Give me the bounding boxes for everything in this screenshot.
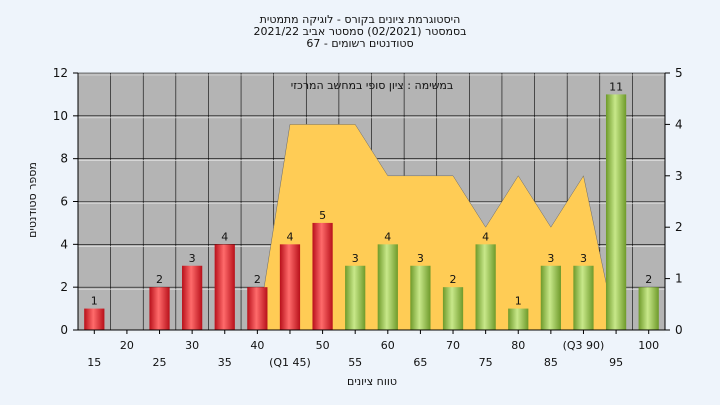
- y-tick-label: 12: [53, 66, 68, 80]
- bar: [149, 287, 170, 330]
- x-tick-label: 30: [185, 339, 199, 352]
- data-label: 3: [580, 252, 587, 265]
- y2-tick-label: 0: [675, 323, 683, 337]
- x-tick-label: 75: [479, 356, 493, 369]
- data-label: 11: [609, 80, 623, 93]
- bar-layer: [84, 94, 659, 331]
- data-label: 3: [417, 252, 424, 265]
- plot-annotation: במשימה : ציון סופי במחשב המרכזי: [291, 79, 454, 92]
- x-tick-label: 40: [250, 339, 264, 352]
- bar: [279, 244, 301, 330]
- bar: [638, 287, 659, 330]
- bar: [345, 265, 366, 330]
- x-tick-label: 80: [511, 339, 525, 352]
- data-label: 2: [254, 273, 261, 286]
- data-label: 5: [319, 209, 326, 222]
- x-tick-label: (Q1 45): [269, 356, 311, 369]
- data-label: 3: [352, 252, 359, 265]
- bar: [508, 308, 529, 330]
- x-tick-label: 85: [544, 356, 558, 369]
- x-tick-label: 25: [153, 356, 167, 369]
- bar: [605, 94, 627, 331]
- bar: [540, 265, 561, 330]
- x-axis-label: טווח ציונים: [347, 375, 397, 388]
- x-tick-label: 100: [638, 339, 659, 352]
- data-label: 1: [91, 295, 98, 308]
- x-tick-label: 55: [348, 356, 362, 369]
- data-label: 2: [450, 273, 457, 286]
- bar: [247, 287, 268, 330]
- bar: [442, 287, 464, 330]
- bar: [312, 222, 333, 330]
- y-tick-label: 8: [60, 152, 68, 166]
- data-label: 1: [515, 295, 522, 308]
- y2-tick-label: 3: [675, 169, 683, 183]
- data-label: 4: [286, 230, 293, 243]
- x-tick-label: (Q3 90): [563, 339, 605, 352]
- bar: [573, 265, 594, 330]
- bar: [410, 265, 431, 330]
- x-tick-label: 60: [381, 339, 395, 352]
- y2-tick-label: 1: [675, 272, 683, 286]
- y2-tick-label: 5: [675, 66, 683, 80]
- data-label: 4: [221, 230, 228, 243]
- y-axis-label: מספר סטודנטים: [26, 162, 39, 238]
- bar: [84, 308, 105, 330]
- chart-title-line-3: סטודנטים רשומים - 67: [306, 37, 413, 50]
- y-tick-label: 4: [60, 237, 68, 251]
- data-label: 3: [547, 252, 554, 265]
- y-tick-label: 0: [60, 323, 68, 337]
- x-tick-label: 95: [609, 356, 623, 369]
- data-label: 2: [156, 273, 163, 286]
- data-label: 3: [189, 252, 196, 265]
- bar: [182, 265, 203, 330]
- y-tick-label: 6: [60, 195, 68, 209]
- data-label: 2: [645, 273, 652, 286]
- y2-tick-label: 2: [675, 220, 683, 234]
- chart-title-line-1: היסטוגרמת ציונים בקורס - לוגיקה מתמטית: [260, 13, 461, 26]
- y-tick-label: 2: [60, 280, 68, 294]
- data-label-layer: 1 2 3 4 2 4 5 3 4 3 2 4 1 3 3 11 2: [91, 80, 652, 307]
- y-tick-label: 10: [53, 109, 68, 123]
- bar: [475, 244, 496, 330]
- data-label: 4: [384, 230, 391, 243]
- x-tick-label: 65: [413, 356, 427, 369]
- x-tick-label: 35: [218, 356, 232, 369]
- x-tick-label: 15: [87, 356, 101, 369]
- data-label: 4: [482, 230, 489, 243]
- chart-title-line-2: בסמסטר (02/2021) סמסטר אביב 2021/22: [253, 25, 466, 38]
- bar: [214, 244, 235, 330]
- x-tick-label: 50: [316, 339, 330, 352]
- x-tick-label: 70: [446, 339, 460, 352]
- y2-tick-label: 4: [675, 117, 683, 131]
- bar: [377, 244, 398, 330]
- x-tick-label: 20: [120, 339, 134, 352]
